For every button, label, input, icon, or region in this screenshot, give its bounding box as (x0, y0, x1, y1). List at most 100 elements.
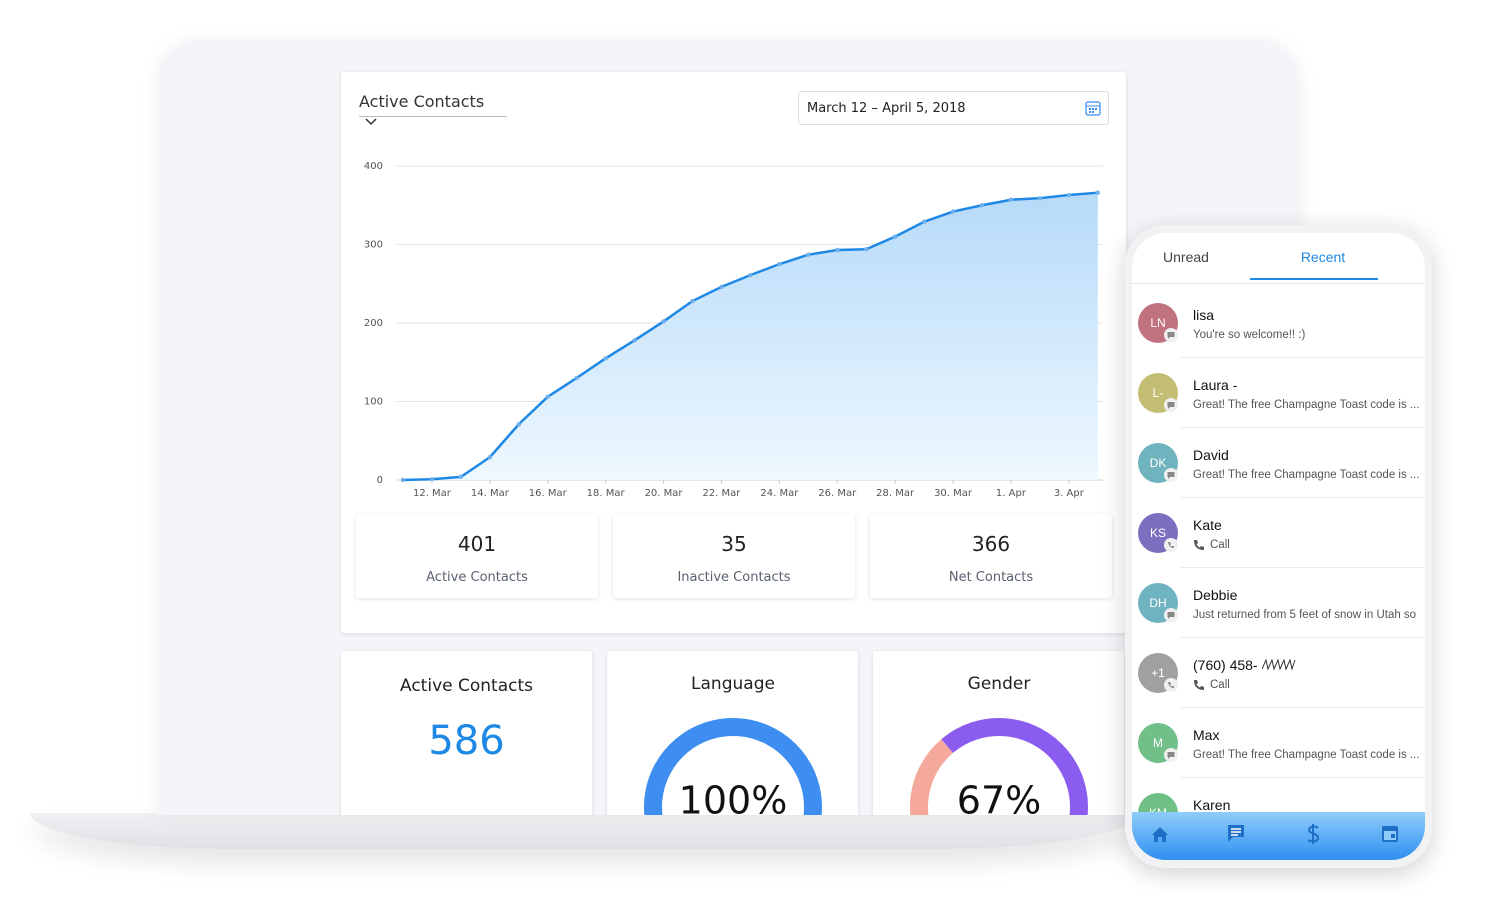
x-tick-label: 24. Mar (760, 488, 799, 499)
y-tick-label: 400 (364, 161, 383, 172)
point (632, 338, 637, 343)
donut-chart: Gender 67% (910, 674, 1088, 816)
stat-value: 366 (971, 532, 1011, 556)
message-icon (1167, 472, 1175, 479)
point (950, 209, 956, 214)
donut-center-label: 67% (957, 779, 1041, 816)
x-tick-label: 14. Mar (471, 488, 510, 499)
point (545, 394, 550, 399)
message-preview: Great! The free Champagne Toast code is … (1193, 469, 1420, 481)
nav-icons (1152, 824, 1398, 844)
stat-value: 401 (457, 532, 497, 556)
point (690, 298, 695, 304)
home-icon[interactable] (1152, 827, 1168, 842)
payments-icon[interactable] (1307, 824, 1320, 844)
summary-value: 586 (428, 718, 505, 764)
contact-name: Laura - (1193, 377, 1238, 393)
point (1066, 192, 1072, 198)
message-icon (1167, 752, 1175, 759)
chart-panel: 0 100 200 300 400 12. Mar 14. Mar 16. Mar 18. Ma… (341, 72, 1126, 633)
point (1037, 195, 1043, 201)
separator (1180, 567, 1425, 568)
call-icon-shape (1194, 680, 1204, 690)
contact-name: Kate (1193, 517, 1222, 533)
donut-segment (910, 718, 1088, 815)
point (892, 234, 898, 239)
point (864, 247, 869, 252)
redaction-scribble (1262, 659, 1296, 671)
tab[interactable]: Unread (1163, 249, 1209, 265)
redaction (1262, 659, 1296, 671)
point (921, 219, 927, 224)
avatar-badge (1164, 538, 1178, 552)
stat-label: Net Contacts (948, 570, 1034, 585)
avatar-badge (1164, 678, 1178, 692)
contact-name: David (1193, 447, 1229, 463)
stat-card: 366 Net Contacts (870, 514, 1112, 598)
x-tick-label: 18. Mar (587, 488, 626, 499)
metric-select[interactable]: Active Contacts (359, 92, 507, 126)
contact-name: (760) 458- (1193, 657, 1258, 673)
call-icon (1194, 680, 1204, 690)
donut-title: Language (691, 674, 775, 694)
tab-divider (1132, 283, 1425, 284)
x-tick-label: 1. Apr (996, 488, 1027, 499)
message-icon (1167, 612, 1175, 619)
contact-name: Debbie (1193, 587, 1238, 603)
call-icon-shape (1194, 540, 1204, 550)
message-icon (1167, 332, 1175, 339)
date-range-picker[interactable]: March 12 – April 5, 2018 (798, 91, 1109, 125)
tab-indicator (1250, 278, 1378, 280)
phone-screen: Unread Recent LN lisa You're so welcome!! :… (1132, 233, 1425, 860)
point (661, 319, 666, 324)
conversation[interactable]: DK David Great! The free Champagne Toast c… (1132, 428, 1425, 498)
conversation[interactable]: L- Laura - Great! The free Champagne Toast… (1132, 358, 1425, 428)
point (574, 375, 579, 381)
conversation[interactable]: +1 (760) 458- Call (1132, 638, 1425, 708)
conversation[interactable]: LN lisa You're so welcome!! :) (1132, 288, 1425, 358)
laptop-screen: 0 100 200 300 400 12. Mar 14. Mar 16. Mar 18. Ma… (157, 40, 1300, 815)
call-icon (1168, 542, 1174, 548)
donut-chart: Language 100% (644, 674, 822, 815)
message-preview: Call (1210, 539, 1230, 551)
x-tick-label: 20. Mar (645, 488, 684, 499)
message-preview: Call (1210, 679, 1230, 691)
bottom-nav (1132, 812, 1425, 860)
point (429, 477, 435, 482)
point (603, 356, 608, 361)
message-preview: Great! The free Champagne Toast code is … (1193, 749, 1420, 761)
stat-label: Inactive Contacts (677, 570, 791, 585)
avatar-badge (1164, 608, 1178, 622)
x-tick-label: 3. Apr (1054, 488, 1085, 499)
point (979, 203, 985, 208)
y-tick-label: 100 (364, 397, 383, 408)
chevron-icon (365, 118, 377, 126)
tab[interactable]: Recent (1300, 249, 1346, 265)
summary-card: Active Contacts 586 (341, 651, 592, 815)
calendar-nav-icon[interactable] (1382, 826, 1398, 842)
conversation[interactable]: M Max Great! The free Champagne Toast code… (1132, 708, 1425, 778)
donut-title: Gender (968, 674, 1031, 694)
y-tick-label: 0 (377, 475, 383, 486)
donut-segment (644, 718, 822, 815)
point (1095, 190, 1100, 195)
conversation[interactable]: KS Kate Call (1132, 498, 1425, 568)
call-icon (1168, 682, 1174, 688)
calendar-icon (1085, 101, 1101, 116)
point (748, 272, 753, 278)
x-tick-label: 30. Mar (934, 488, 973, 499)
point (719, 284, 724, 290)
stat-card: 35 Inactive Contacts (613, 514, 855, 598)
conversation[interactable]: DH Debbie Just returned from 5 feet of sno… (1132, 568, 1425, 638)
messages-icon[interactable] (1228, 825, 1244, 842)
y-tick-label: 200 (364, 318, 383, 329)
stat-label: Active Contacts (426, 570, 528, 585)
message-preview: Just returned from 5 feet of snow in Uta… (1193, 609, 1417, 621)
stat-value: 35 (721, 532, 747, 556)
x-tick-label: 16. Mar (529, 488, 568, 499)
call-icon (1194, 540, 1204, 550)
line-chart: 0 100 200 300 400 12. Mar 14. Mar 16. Mar 18. Ma… (364, 161, 1103, 499)
x-tick-label: 22. Mar (702, 488, 741, 499)
point (458, 474, 464, 480)
